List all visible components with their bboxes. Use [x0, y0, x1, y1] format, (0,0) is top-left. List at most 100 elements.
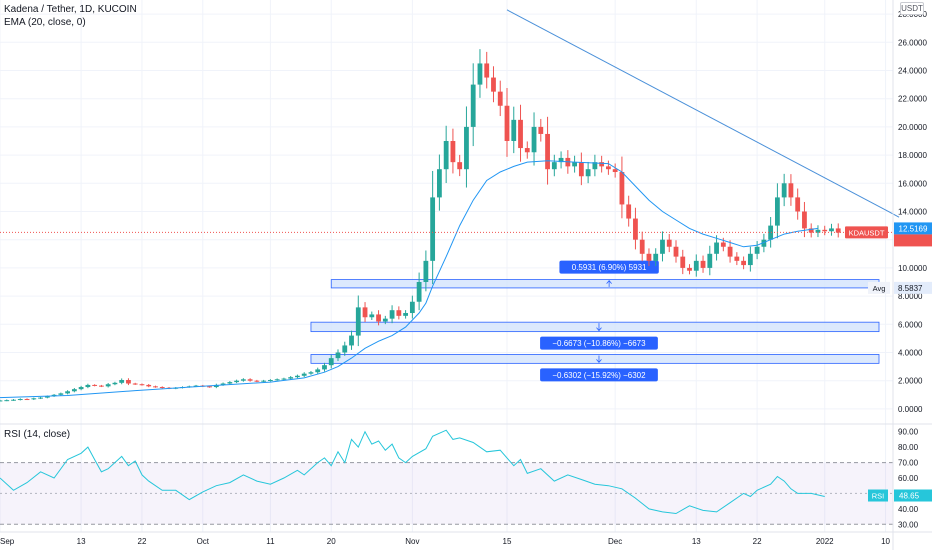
zone-callout-text: −0.6673 (−10.86%) −6673 — [552, 339, 646, 348]
time-tick-label: 20 — [327, 537, 336, 546]
candle-body — [788, 183, 794, 198]
candle-body — [207, 386, 212, 388]
candle-body — [464, 126, 469, 170]
candle-body — [234, 380, 239, 383]
candle-body — [639, 239, 645, 254]
price-range-zone[interactable] — [330, 279, 880, 289]
time-tick-label: 10 — [881, 537, 890, 546]
candle-body — [58, 393, 64, 395]
time-tick-label: 2022 — [816, 537, 834, 546]
zone-callout[interactable] — [540, 336, 658, 350]
candle-body — [301, 373, 307, 376]
price-tick-label: 2.0000 — [898, 377, 923, 386]
candle-body — [592, 162, 598, 170]
candle-body — [693, 260, 699, 271]
price-tick-label: 6.0000 — [898, 320, 923, 329]
candle-body — [572, 162, 577, 167]
candle-body — [443, 141, 449, 170]
candle-body — [4, 400, 10, 402]
candle-body — [768, 225, 774, 240]
candle-body — [85, 384, 91, 388]
time-tick-label: 13 — [77, 537, 86, 546]
candle-body — [653, 253, 659, 261]
rsi-tick-label: 80.00 — [898, 443, 919, 452]
symbol-price-tag-text: KDAUSDT — [849, 228, 885, 237]
price-tick-label: 24.0000 — [898, 67, 927, 76]
candle-body — [288, 377, 294, 379]
rsi-name-tag-text: RSI — [872, 492, 885, 501]
rsi-layer — [0, 429, 893, 525]
rsi-tick-label: 70.00 — [898, 459, 919, 468]
candle-body — [619, 172, 625, 205]
candle-body — [815, 229, 821, 233]
time-tick-label: Sep — [0, 537, 15, 546]
price-tick-label: 16.0000 — [898, 179, 927, 188]
candle-body — [491, 77, 496, 92]
candle-body — [193, 385, 199, 387]
candle-body — [126, 379, 131, 384]
candle-body — [11, 399, 16, 401]
candle-body — [477, 63, 483, 85]
price-tick-label: 18.0000 — [898, 151, 927, 160]
avg-tag-text: Avg — [873, 284, 886, 293]
candle-body — [802, 211, 807, 229]
candle-body — [132, 383, 138, 385]
candle-body — [335, 352, 341, 359]
candle-body — [328, 358, 334, 366]
avg-tag — [868, 281, 890, 294]
candle-body — [714, 242, 719, 254]
candle-body — [829, 228, 834, 232]
candle-body — [754, 246, 760, 254]
candle-body — [687, 267, 692, 271]
candle-body — [308, 372, 314, 374]
price-tick-label: 22.0000 — [898, 95, 927, 104]
zone-layer[interactable]: 0.5931 (6.90%) 5931 −0.6673 (−10.86%) −66… — [310, 260, 880, 382]
candle-body — [497, 91, 503, 106]
rsi-tick-label: 60.00 — [898, 474, 919, 483]
candle-body — [822, 229, 828, 232]
candle-body — [484, 63, 490, 78]
currency-selector[interactable]: USDT — [900, 2, 924, 15]
candle-body — [295, 375, 300, 378]
zone-callout[interactable] — [559, 260, 659, 274]
zone-callout[interactable] — [540, 368, 658, 382]
candle-body — [437, 169, 442, 198]
candle-body — [268, 379, 273, 381]
candle-body — [409, 301, 415, 314]
candle-body — [707, 253, 713, 268]
symbol-title[interactable]: Kadena / Tether, 1D, KUCOIN — [4, 4, 137, 15]
last-price-tag-text: 12.5169 — [899, 224, 928, 233]
candle-body — [362, 307, 368, 318]
candle-body — [376, 314, 381, 322]
candle-body — [342, 345, 348, 353]
candle-body — [423, 260, 429, 282]
time-tick-label: 11 — [266, 537, 275, 546]
candle-body — [281, 378, 287, 380]
candle-body — [389, 310, 395, 319]
candle-body — [119, 379, 125, 383]
rsi-value-tag — [894, 489, 932, 502]
time-tick-label: Oct — [197, 537, 210, 546]
candle-body — [781, 183, 787, 198]
trendline[interactable] — [506, 9, 900, 218]
zone-arrow-head — [596, 359, 602, 363]
price-range-zone[interactable] — [310, 321, 880, 333]
time-tick-label: 15 — [503, 537, 512, 546]
candle-body — [227, 382, 233, 384]
candle-body — [633, 218, 638, 240]
candle-body — [396, 310, 402, 316]
rsi-legend[interactable]: RSI (14, close) — [4, 429, 71, 440]
candle-body — [105, 384, 111, 387]
candle-body — [720, 242, 726, 247]
candle-body — [666, 239, 672, 247]
zone-callout-text: −0.6302 (−15.92%) −6302 — [552, 371, 646, 380]
candle-body — [139, 384, 145, 386]
candle-body — [247, 379, 253, 381]
candle-body — [78, 387, 84, 390]
price-tick-label: 14.0000 — [898, 208, 927, 217]
price-range-zone[interactable] — [310, 354, 880, 364]
price-tick-label: 4.0000 — [898, 349, 923, 358]
ema-legend[interactable]: EMA (20, close, 0) — [4, 17, 86, 28]
